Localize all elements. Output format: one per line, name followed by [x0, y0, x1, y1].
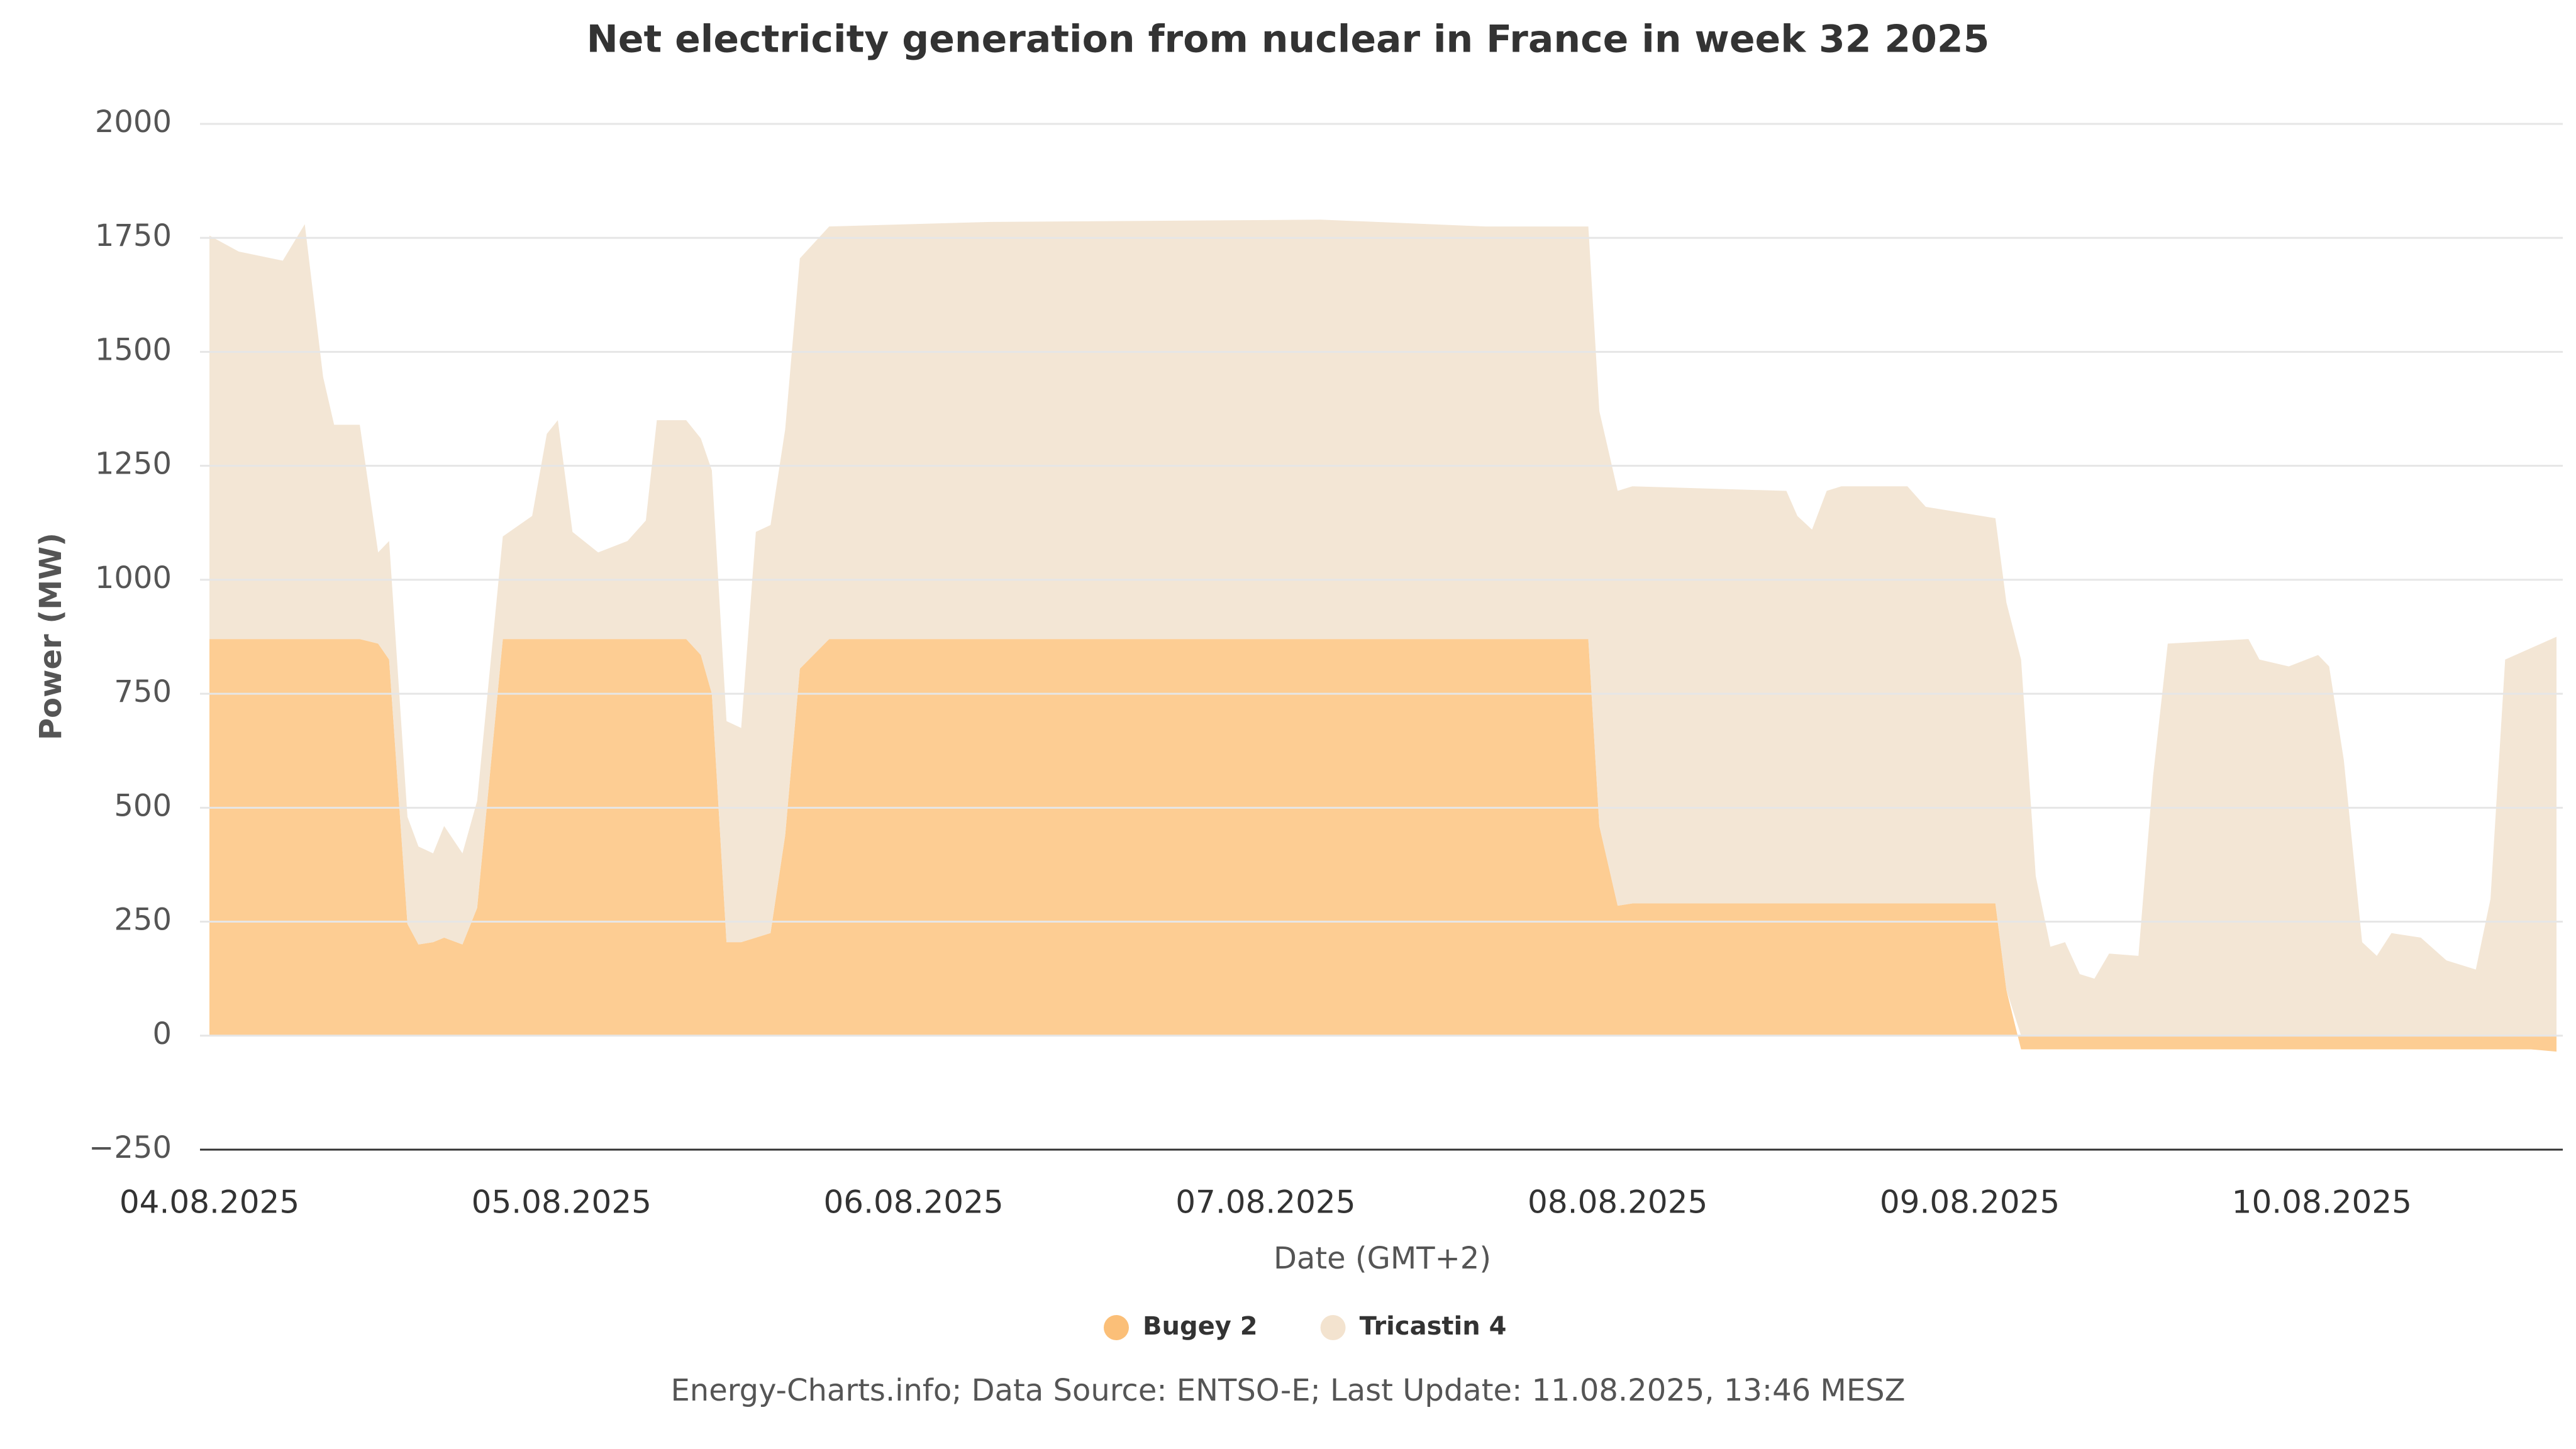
- x-tick-label: 09.08.2025: [1880, 1184, 2060, 1221]
- x-tick-label: 10.08.2025: [2232, 1184, 2412, 1221]
- x-tick-label: 05.08.2025: [472, 1184, 652, 1221]
- y-tick-label: −250: [89, 1130, 172, 1165]
- x-tick-label: 07.08.2025: [1175, 1184, 1355, 1221]
- x-tick-label: 04.08.2025: [119, 1184, 299, 1221]
- area: [209, 639, 2557, 1052]
- y-tick-label: 1000: [95, 560, 172, 596]
- legend-marker: [1320, 1315, 1346, 1340]
- area: [209, 219, 2557, 1036]
- areas: [209, 219, 2557, 1052]
- y-tick-label: 250: [114, 902, 172, 938]
- legend-label: Bugey 2: [1143, 1312, 1258, 1341]
- y-tick-label: 750: [114, 674, 172, 709]
- source-note: Energy-Charts.info; Data Source: ENTSO-E…: [670, 1373, 1905, 1408]
- legend-label: Tricastin 4: [1360, 1312, 1507, 1341]
- chart-title: Net electricity generation from nuclear …: [587, 18, 1990, 62]
- y-tick-label: 0: [152, 1016, 172, 1052]
- y-tick-label: 2000: [95, 104, 172, 140]
- y-tick-label: 1500: [95, 332, 172, 367]
- x-tick-label: 06.08.2025: [823, 1184, 1003, 1221]
- y-tick-label: 1750: [95, 218, 172, 253]
- y-tick-label: 500: [114, 788, 172, 823]
- y-axis-label: Power (MW): [33, 533, 69, 740]
- legend-marker: [1104, 1315, 1129, 1340]
- x-tick-label: 08.08.2025: [1528, 1184, 1707, 1221]
- x-axis-label: Date (GMT+2): [1274, 1241, 1491, 1276]
- y-tick-label: 1250: [95, 447, 172, 482]
